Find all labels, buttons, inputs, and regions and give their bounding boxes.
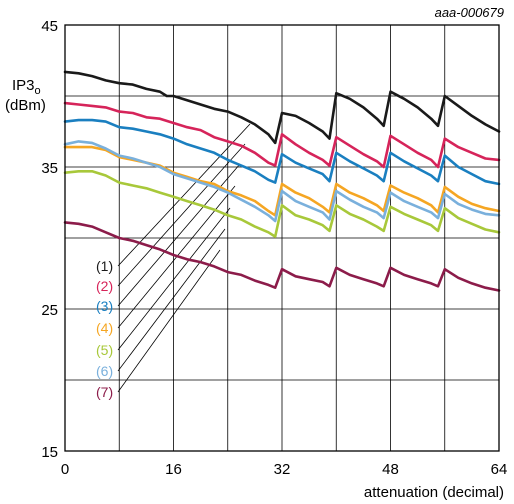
callout-line-2	[117, 143, 246, 287]
series-line-5	[63, 170, 501, 238]
series-line-3	[63, 118, 501, 186]
callout-line-6	[117, 228, 226, 372]
series-line-1	[63, 70, 501, 145]
series-line-6	[63, 140, 501, 223]
grid	[65, 25, 499, 451]
series-line-2	[63, 101, 501, 169]
x-tick-label: 16	[165, 461, 182, 478]
figure-code: aaa-000679	[435, 5, 504, 20]
callout-line-5	[117, 207, 231, 351]
series-label-2: (2)	[96, 278, 113, 294]
series-line-7	[63, 221, 501, 292]
series-label-6: (6)	[96, 363, 113, 379]
y-axis-label: IP3o	[12, 77, 41, 97]
y-axis-unit: (dBm)	[5, 97, 46, 114]
y-tick-label: 25	[41, 302, 58, 319]
series-label-1: (1)	[96, 258, 113, 274]
series-label-5: (5)	[96, 342, 113, 358]
x-tick-label: 48	[382, 461, 399, 478]
series-lines	[63, 70, 501, 292]
x-tick-label: 0	[61, 461, 69, 478]
y-axis-label-subscript: o	[35, 85, 41, 97]
series-label-4: (4)	[96, 320, 113, 336]
y-tick-label: 45	[41, 18, 58, 35]
plot-frame	[64, 24, 500, 452]
x-tick-label: 64	[491, 461, 508, 478]
y-tick-label: 35	[41, 160, 58, 177]
series-label-7: (7)	[96, 384, 113, 400]
x-axis-label: attenuation (decimal)	[364, 484, 504, 501]
x-tick-label: 32	[274, 461, 291, 478]
series-label-3: (3)	[96, 298, 113, 314]
callout-line-7	[117, 249, 221, 393]
series-callout-labels: (1) (2) (3) (4) (5) (6) (7)	[96, 258, 113, 400]
y-tick-label: 15	[41, 444, 58, 461]
tick-labels: 0 16 32 48 64 45 35 25 15	[41, 18, 507, 478]
